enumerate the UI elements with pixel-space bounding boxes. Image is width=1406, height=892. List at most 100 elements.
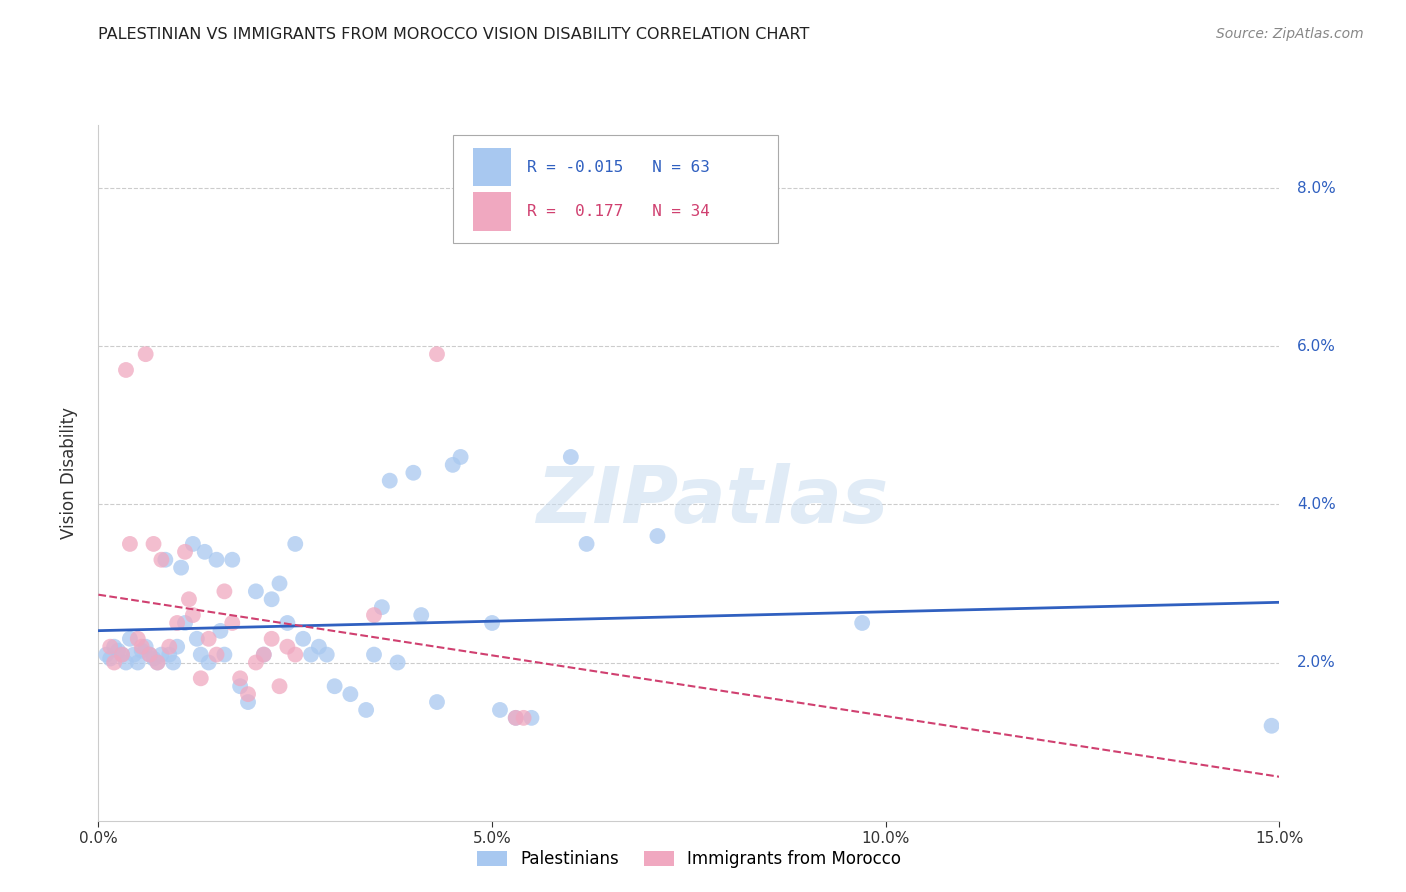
Point	[426, 695, 449, 709]
Point	[127, 632, 149, 646]
Text: R = -0.015   N = 63: R = -0.015 N = 63	[527, 160, 710, 175]
Point	[170, 560, 193, 574]
Point	[354, 703, 377, 717]
Point	[260, 632, 283, 646]
Point	[276, 640, 298, 654]
Point	[135, 640, 157, 654]
Point	[181, 608, 204, 623]
Point	[115, 656, 138, 670]
Point	[245, 584, 267, 599]
Point	[214, 584, 236, 599]
Point	[111, 648, 134, 662]
Point	[142, 537, 165, 551]
Point	[181, 537, 204, 551]
Point	[1260, 719, 1282, 733]
Point	[387, 656, 409, 670]
Point	[260, 592, 283, 607]
Point	[505, 711, 527, 725]
Point	[323, 679, 346, 693]
Point	[426, 347, 449, 361]
Point	[363, 648, 385, 662]
Point	[98, 651, 121, 665]
Point	[276, 615, 298, 630]
Text: 6.0%: 6.0%	[1298, 339, 1336, 354]
Point	[111, 648, 134, 662]
Point	[647, 529, 669, 543]
Point	[253, 648, 276, 662]
Point	[194, 545, 217, 559]
FancyBboxPatch shape	[472, 193, 510, 230]
Point	[146, 656, 169, 670]
Point	[575, 537, 598, 551]
Point	[520, 711, 543, 725]
Point	[299, 648, 322, 662]
Point	[209, 624, 232, 638]
Point	[166, 615, 188, 630]
Point	[292, 632, 315, 646]
Point	[186, 632, 208, 646]
Point	[489, 703, 512, 717]
Point	[96, 648, 118, 662]
Text: 8.0%: 8.0%	[1298, 181, 1336, 195]
Point	[205, 552, 228, 567]
Text: Source: ZipAtlas.com: Source: ZipAtlas.com	[1216, 27, 1364, 41]
Point	[371, 600, 394, 615]
Point	[150, 648, 173, 662]
Point	[284, 648, 307, 662]
Point	[131, 643, 153, 657]
Point	[98, 640, 121, 654]
Point	[245, 656, 267, 670]
Point	[378, 474, 401, 488]
Point	[221, 552, 243, 567]
Point	[505, 711, 527, 725]
Point	[253, 648, 276, 662]
Point	[127, 656, 149, 670]
Point	[363, 608, 385, 623]
Point	[107, 643, 129, 657]
Point	[174, 545, 197, 559]
Text: 4.0%: 4.0%	[1298, 497, 1336, 512]
Point	[122, 648, 145, 662]
Point	[402, 466, 425, 480]
Point	[284, 537, 307, 551]
Point	[236, 687, 259, 701]
Point	[166, 640, 188, 654]
Point	[481, 615, 503, 630]
Point	[851, 615, 873, 630]
Point	[138, 648, 160, 662]
Point	[560, 450, 582, 464]
Point	[512, 711, 534, 725]
Point	[162, 656, 184, 670]
Text: R =  0.177   N = 34: R = 0.177 N = 34	[527, 204, 710, 219]
Point	[236, 695, 259, 709]
Text: 2.0%: 2.0%	[1298, 655, 1336, 670]
Text: ZIPatlas: ZIPatlas	[537, 463, 889, 539]
Point	[308, 640, 330, 654]
Point	[118, 537, 141, 551]
Point	[190, 671, 212, 685]
Point	[150, 552, 173, 567]
FancyBboxPatch shape	[472, 148, 510, 186]
Legend: Palestinians, Immigrants from Morocco: Palestinians, Immigrants from Morocco	[470, 844, 908, 875]
Point	[229, 679, 252, 693]
Point	[135, 347, 157, 361]
Point	[450, 450, 472, 464]
Point	[441, 458, 464, 472]
Point	[197, 632, 219, 646]
Point	[142, 651, 165, 665]
Point	[269, 576, 291, 591]
Point	[197, 656, 219, 670]
Point	[118, 632, 141, 646]
Point	[157, 640, 180, 654]
Point	[138, 648, 160, 662]
Point	[339, 687, 361, 701]
Text: PALESTINIAN VS IMMIGRANTS FROM MOROCCO VISION DISABILITY CORRELATION CHART: PALESTINIAN VS IMMIGRANTS FROM MOROCCO V…	[98, 27, 810, 42]
Point	[146, 656, 169, 670]
FancyBboxPatch shape	[453, 136, 778, 244]
Point	[155, 552, 177, 567]
Point	[205, 648, 228, 662]
Point	[190, 648, 212, 662]
Point	[229, 671, 252, 685]
Point	[115, 363, 138, 377]
Point	[214, 648, 236, 662]
